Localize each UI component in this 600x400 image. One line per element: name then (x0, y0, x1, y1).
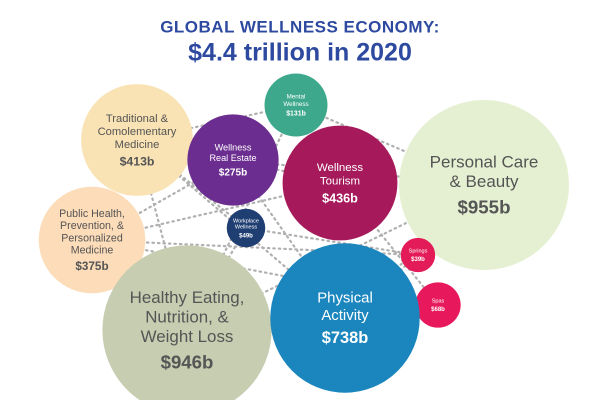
bubble (226, 208, 266, 248)
bubble (264, 73, 328, 137)
bubble-label: Medicine (115, 139, 160, 151)
bubble-label: Activity (321, 307, 369, 324)
bubble-label: Traditional & (106, 113, 169, 125)
bubble-label: Mental (287, 94, 306, 101)
bubble-label: Nutrition, & (145, 307, 229, 326)
bubble-label: Personal Care (430, 153, 539, 172)
bubble-label: Prevention, & (60, 220, 124, 232)
bubble-label: Springs (409, 249, 428, 255)
bubble (38, 186, 146, 294)
bubble-label: Wellness (215, 143, 252, 153)
connector (90, 181, 342, 242)
bubble (270, 243, 420, 393)
bubble-label: Public Health, (59, 208, 125, 220)
value-label: $955b (458, 197, 511, 218)
bubbles: Traditional &ComolementaryMedicine$413bW… (38, 73, 569, 400)
connector (244, 226, 420, 257)
bubble-label: Medicine (71, 245, 114, 257)
bubble-label: Wellness (317, 162, 364, 174)
bubble (282, 125, 398, 241)
bubble-label: Spas (432, 299, 445, 305)
value-label: $275b (219, 167, 247, 178)
bubble-label: Comolementary (98, 126, 177, 138)
value-label: $131b (286, 111, 306, 118)
connector (338, 181, 440, 307)
bubble-label: Weight Loss (141, 327, 234, 346)
bubble-label: Real Estate (209, 153, 256, 163)
bubble (187, 114, 279, 206)
value-label: $946b (161, 351, 214, 372)
bubble-label: Physical (317, 290, 373, 307)
bubble-label: Wellness (283, 101, 308, 108)
chart-title: GLOBAL WELLNESS ECONOMY: (160, 17, 440, 36)
bubble (81, 84, 193, 196)
bubble (400, 237, 436, 273)
bubble-label: Healthy Eating, (130, 288, 245, 307)
bubble (399, 100, 569, 270)
bubble (415, 282, 461, 328)
value-label: $738b (322, 329, 369, 347)
bubble-label: Workplace (233, 218, 259, 224)
bubble-label: Wellness (235, 225, 257, 231)
value-label: $68b (431, 307, 445, 313)
bubble-label: Tourism (320, 175, 360, 187)
chart-subtitle: $4.4 trillion in 2020 (188, 39, 412, 67)
value-label: $375b (75, 260, 108, 273)
bubble (102, 245, 272, 400)
value-label: $436b (322, 191, 358, 205)
bubble-label: Personalized (61, 232, 123, 244)
bubble-label: & Beauty (450, 172, 519, 191)
value-label: $413b (120, 154, 155, 168)
value-label: $39b (411, 257, 425, 263)
value-label: $49b (239, 233, 253, 239)
